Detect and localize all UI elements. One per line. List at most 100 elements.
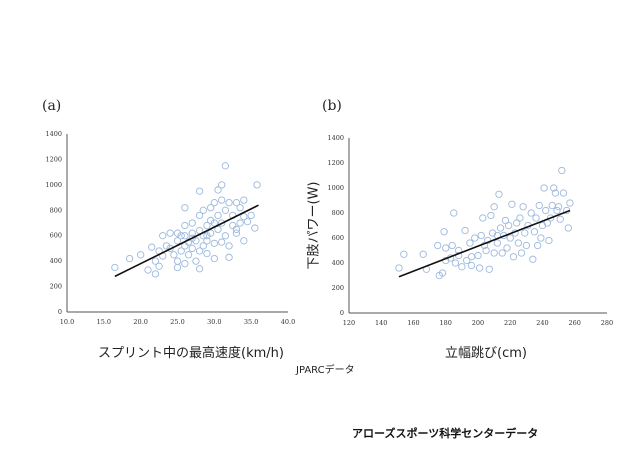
chart-b-data-point <box>545 236 553 245</box>
chart-b-x-tick-label: 160 <box>407 319 419 327</box>
chart-b-y-tick-label: 600 <box>332 234 344 242</box>
chart-a-data-point <box>170 251 178 259</box>
chart-a-x-tick-label: 10.0 <box>60 318 74 326</box>
chart-b-data-point <box>519 203 527 211</box>
chart-b-y-tick-label: 0 <box>340 309 344 317</box>
chart-a-data-point <box>181 232 189 240</box>
chart-b-data-point <box>546 214 555 222</box>
chart-b-data-point <box>467 253 476 261</box>
chart-a-data-point <box>173 237 182 245</box>
chart-a-data-point <box>181 204 189 212</box>
chart-b-data-point <box>558 166 566 175</box>
chart-b-data-point <box>516 214 524 222</box>
chart-a-data-point <box>210 254 218 263</box>
chart-b-ylabel: 下肢パワー(W) <box>306 181 322 270</box>
chart-a-data-point <box>232 225 241 234</box>
chart-a-data-point <box>177 247 185 255</box>
chart-a-data-point <box>229 221 237 230</box>
chart-a-x-tick-label: 25.0 <box>170 318 184 326</box>
chart-b-data-point <box>448 241 456 250</box>
chart-a-data-point <box>218 238 226 246</box>
chart-b-data-point <box>442 244 450 252</box>
chart-b-data-point <box>495 190 503 198</box>
chart-b-data-point <box>508 200 516 208</box>
chart-a-data-point <box>162 242 171 250</box>
chart-a-data-point <box>173 263 182 272</box>
chart-b-x-tick-label: 280 <box>601 319 613 327</box>
chart-b-data-point <box>534 241 542 250</box>
chart-a-data-point <box>151 257 160 265</box>
chart-a-data-point <box>240 196 248 204</box>
chart-b-data-point <box>434 241 442 250</box>
chart-a-data-point <box>181 242 189 250</box>
chart-b-data-point <box>395 264 403 272</box>
chart-b-data-point <box>467 261 476 270</box>
credit-text: アローズスポーツ科学センターデータ <box>352 427 539 440</box>
chart-a-data-point <box>225 242 233 250</box>
chart-b-data-point <box>461 226 469 235</box>
chart-b-x-tick-label: 220 <box>504 319 516 327</box>
chart-b-data-point <box>514 239 522 247</box>
chart-b-data-point <box>521 229 529 237</box>
chart-a-data-point <box>188 244 196 253</box>
source-note: JPARCデータ <box>296 365 355 376</box>
chart-a-data-point <box>206 216 215 225</box>
chart-b-data-point <box>475 264 484 272</box>
chart-a-data-point <box>240 212 248 221</box>
chart-b-y-tick-label: 200 <box>332 284 344 292</box>
chart-b-data-point <box>503 244 511 252</box>
chart-a-data-point <box>195 211 204 220</box>
chart-a-data-point <box>232 199 241 207</box>
chart-a-data-point <box>166 229 174 237</box>
chart-a-data-point <box>236 219 244 227</box>
chart-b-data-point <box>522 241 531 250</box>
chart-b-data-point <box>551 189 560 197</box>
chart-a-data-point <box>236 204 244 212</box>
chart-a-data-point <box>195 247 204 255</box>
chart-b-data-point <box>535 201 543 210</box>
chart-a-data-point <box>111 263 119 272</box>
chart-a-y-tick-label: 600 <box>50 232 62 240</box>
chart-a-data-point <box>151 270 160 278</box>
chart-a-y-tick-label: 1000 <box>45 181 62 189</box>
chart-a-trendline <box>114 204 259 278</box>
chart-a-data-point <box>188 229 196 237</box>
chart-b-y-tick-label: 400 <box>332 259 344 267</box>
chart-b-data-point <box>501 216 510 225</box>
chart-b-data-point <box>548 201 556 210</box>
chart-b-trendline <box>398 209 571 278</box>
chart-b-data-point <box>550 184 558 192</box>
panel-a-label: (a) <box>42 98 62 114</box>
chart-a-data-point <box>218 219 226 227</box>
chart-a-data-point <box>210 239 218 247</box>
chart-a-x-tick-label: 15.0 <box>97 318 111 326</box>
chart-a-y-tick-label: 200 <box>50 283 62 291</box>
chart-b-data-point <box>487 211 495 220</box>
chart-a-data-point <box>181 221 189 230</box>
chart-b-data-point <box>482 246 490 255</box>
chart-b-data-point <box>463 256 471 265</box>
chart-a-y-tick-label: 0 <box>58 308 62 316</box>
chart-a-data-point <box>218 196 226 204</box>
chart-b-y-tick-label: 1400 <box>327 134 344 142</box>
chart-b-x-tick-label: 180 <box>440 319 452 327</box>
chart-a-data-point <box>155 262 163 270</box>
chart-b-data-point <box>509 253 518 261</box>
chart-b-xlabel: 立幅跳び(cm) <box>445 346 527 361</box>
chart-a-xlabel: スプリント中の最高速度(km/h) <box>98 346 284 361</box>
chart-a-data-point <box>203 249 211 258</box>
chart-a-data-point <box>203 237 211 245</box>
chart-a-data-point <box>195 265 204 273</box>
chart-b-x-tick-label: 200 <box>472 319 484 327</box>
chart-b-data-point <box>537 234 545 242</box>
chart-b-y-tick-label: 1000 <box>327 184 344 192</box>
chart-b-data-point <box>527 209 535 217</box>
chart-b-data-point <box>485 265 493 273</box>
chart-b-x-tick-label: 120 <box>343 319 355 327</box>
chart-b-x-tick-label: 140 <box>375 319 387 327</box>
chart-a-data-point <box>199 242 207 250</box>
chart-a-data-point <box>247 211 255 220</box>
chart-a-data-point <box>188 219 196 227</box>
chart-b-y-tick-label: 1200 <box>327 159 344 167</box>
